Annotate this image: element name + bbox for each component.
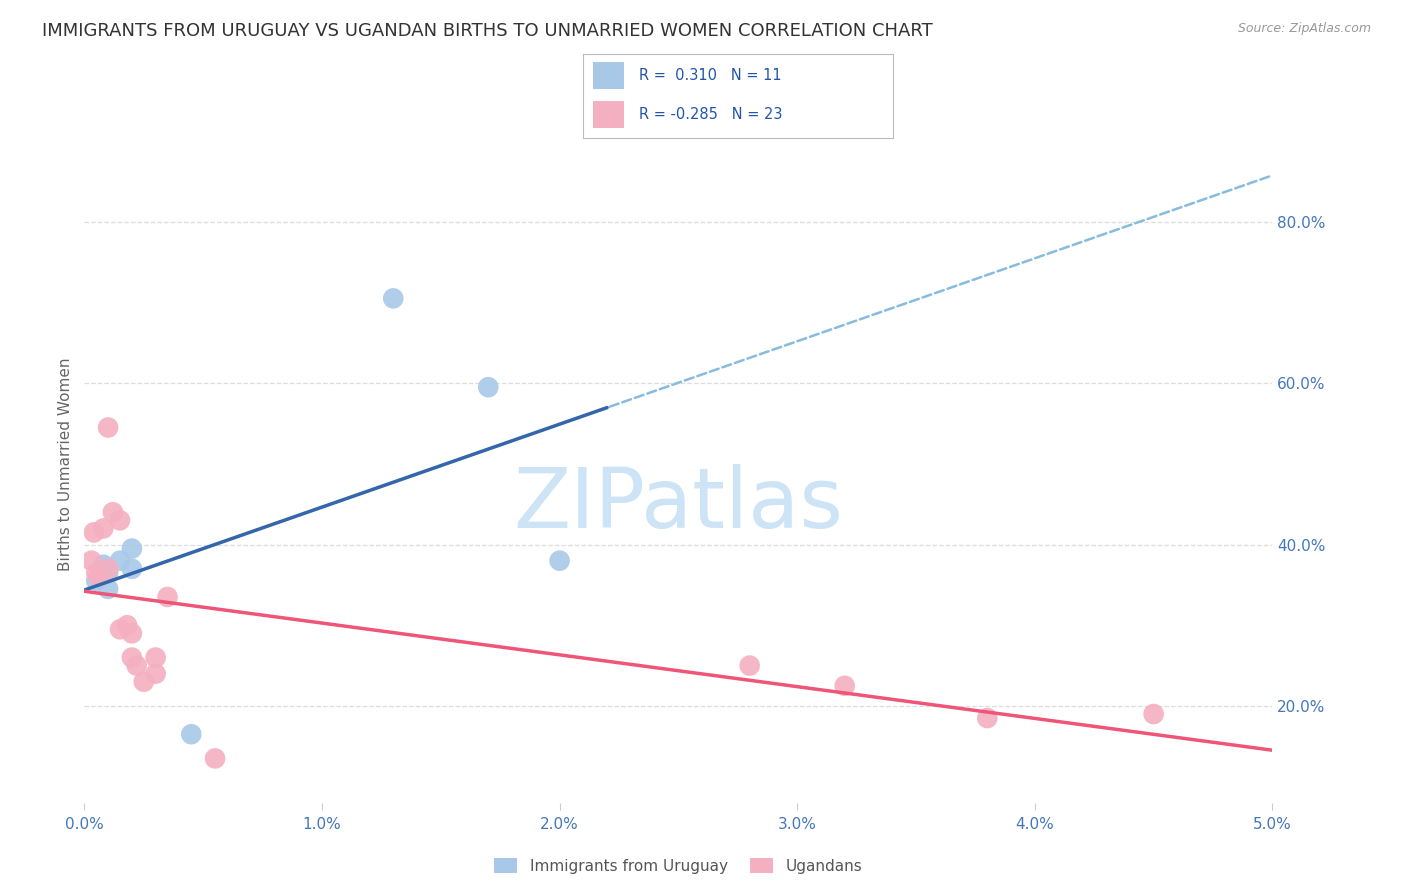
Point (738, 658, 761, 673)
Point (121, 626, 143, 640)
Point (145, 650, 167, 665)
Point (121, 541, 143, 556)
Point (125, 658, 148, 673)
Point (84, 574, 107, 588)
Bar (593, 101, 624, 128)
Point (382, 292, 405, 306)
Point (101, 505, 124, 519)
Point (548, 554, 571, 568)
Point (121, 562, 143, 576)
Text: ZIPatlas: ZIPatlas (513, 464, 844, 545)
Point (145, 666, 167, 681)
Point (204, 751, 226, 765)
Text: R =  0.310   N = 11: R = 0.310 N = 11 (640, 68, 782, 83)
Point (132, 674, 155, 689)
Point (108, 622, 131, 636)
Point (108, 554, 131, 568)
Point (97, 420, 120, 434)
Text: Source: ZipAtlas.com: Source: ZipAtlas.com (1237, 22, 1371, 36)
Point (93, 521, 115, 535)
Y-axis label: Births to Unmarried Women: Births to Unmarried Women (58, 357, 73, 571)
Text: R = -0.285   N = 23: R = -0.285 N = 23 (640, 107, 783, 122)
Point (97, 566, 120, 580)
Point (477, 380, 499, 394)
Point (80, 554, 103, 568)
Point (97, 582, 120, 596)
Point (121, 650, 143, 665)
Bar (593, 62, 624, 89)
Point (180, 727, 202, 741)
Point (115, 618, 138, 632)
Point (108, 513, 131, 527)
Point (97, 562, 120, 576)
Point (84, 566, 107, 580)
Point (156, 590, 179, 604)
Point (93, 558, 115, 572)
Point (83, 525, 105, 540)
Point (976, 711, 998, 725)
Point (87, 570, 110, 584)
Text: IMMIGRANTS FROM URUGUAY VS UGANDAN BIRTHS TO UNMARRIED WOMEN CORRELATION CHART: IMMIGRANTS FROM URUGUAY VS UGANDAN BIRTH… (42, 22, 934, 40)
Legend: Immigrants from Uruguay, Ugandans: Immigrants from Uruguay, Ugandans (488, 852, 869, 880)
Point (834, 679, 856, 693)
Point (1143, 706, 1166, 721)
